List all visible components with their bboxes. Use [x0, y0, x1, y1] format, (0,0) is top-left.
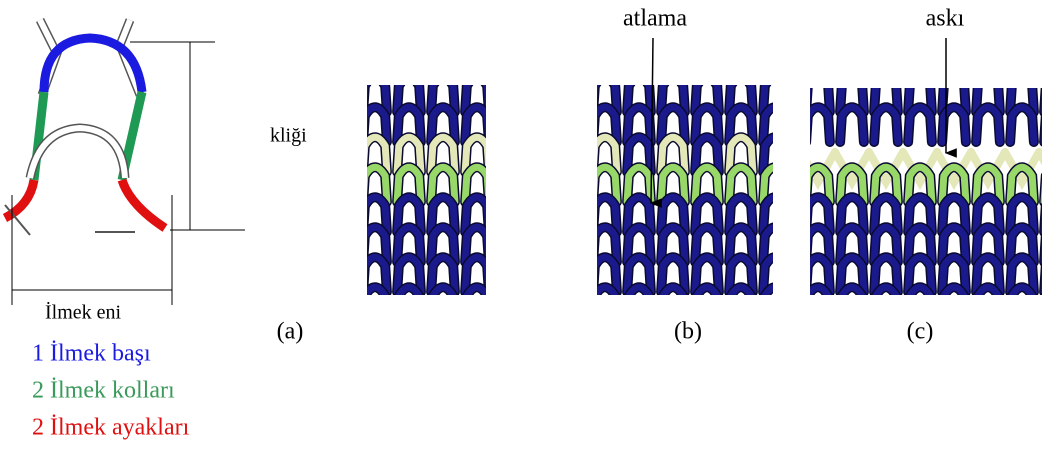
- yarn: [840, 107, 864, 142]
- swatch-tuck: [801, 77, 1042, 322]
- yarn: [763, 287, 787, 322]
- yarn: [499, 107, 523, 142]
- yarn: [499, 197, 523, 232]
- panel-label: (b): [674, 319, 702, 345]
- yarn: [874, 107, 898, 142]
- yarn: [499, 227, 523, 262]
- yarn: [1010, 287, 1034, 322]
- yarn: [363, 287, 387, 322]
- loop-diagram: [5, 20, 165, 235]
- yarn: [840, 287, 864, 322]
- yarn: [499, 257, 523, 292]
- yarn: [499, 287, 523, 322]
- yarn: [499, 287, 523, 322]
- yarn: [499, 227, 523, 262]
- yarn: [431, 287, 455, 322]
- yarn: [874, 287, 898, 322]
- legend-entry: 2 İlmek kolları: [32, 378, 175, 404]
- yarn: [499, 77, 523, 112]
- height-label: kliği: [270, 125, 307, 147]
- yarn: [499, 137, 523, 172]
- yarn: [976, 287, 1000, 322]
- yarn: [499, 77, 523, 112]
- yarn: [806, 107, 830, 142]
- yarn: [806, 287, 830, 322]
- legend-entry: 2 İlmek ayakları: [32, 415, 190, 441]
- yarn: [908, 287, 932, 322]
- yarn: [627, 287, 651, 322]
- yarn: [499, 197, 523, 232]
- swatch-skip: [593, 77, 787, 322]
- panel-label: (c): [907, 319, 934, 345]
- yarn: [499, 167, 523, 202]
- yarn: [397, 287, 421, 322]
- yarn: [729, 287, 753, 322]
- figure: kliği İlmek eni atlama askı (a) (b) (c) …: [0, 0, 1042, 450]
- swatch-plain: [363, 77, 523, 322]
- yarn: [499, 137, 523, 172]
- yarn: [908, 107, 932, 142]
- skip-annotation: atlama: [623, 6, 687, 32]
- yarn: [593, 287, 617, 322]
- panel-label: (a): [277, 319, 304, 345]
- yarn: [976, 107, 1000, 142]
- legend-entry: 1 İlmek başı: [32, 341, 151, 367]
- yarn: [695, 287, 719, 322]
- width-label: İlmek eni: [45, 301, 122, 324]
- yarn: [942, 287, 966, 322]
- yarn: [1010, 107, 1034, 142]
- legend: 1 İlmek başı 2 İlmek kolları 2 İlmek ayakl…: [32, 341, 190, 441]
- yarn: [661, 287, 685, 322]
- yarn: [499, 167, 523, 202]
- yarn: [465, 287, 489, 322]
- tuck-annotation: askı: [926, 6, 965, 32]
- yarn: [499, 257, 523, 292]
- yarn: [499, 107, 523, 142]
